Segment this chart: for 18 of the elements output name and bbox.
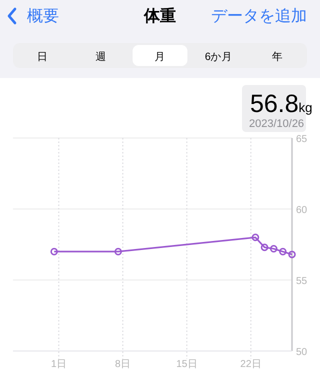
text: 月 [154,51,166,63]
y-tick-label: 60 [296,205,308,216]
text: 年 [272,51,284,63]
y-tick-label: 50 [296,347,308,358]
chart-title: 体重 [143,7,176,25]
text: 日 [36,51,48,63]
text: 週 [96,51,107,63]
x-tick-label: 1日 [50,359,67,370]
text: 概要 [27,7,59,25]
x-tick-label: 8日 [114,359,131,370]
text: 2023/10/26 [249,118,304,130]
text: データを追加 [211,7,307,25]
x-tick-label: 15日 [176,359,198,370]
x-tick-label: 22日 [240,359,262,370]
text: 56.8kg [250,90,312,118]
y-tick-label: 65 [296,134,308,145]
text: 6か月 [204,51,233,63]
y-tick-label: 55 [296,276,308,287]
